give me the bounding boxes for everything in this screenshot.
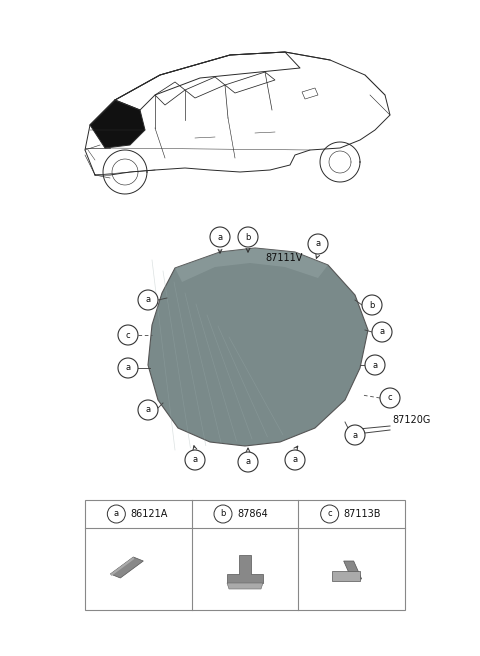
- Text: a: a: [145, 295, 151, 304]
- Polygon shape: [175, 248, 328, 282]
- Text: 87113B: 87113B: [344, 509, 381, 519]
- Text: a: a: [217, 232, 223, 241]
- Polygon shape: [344, 561, 361, 579]
- Polygon shape: [110, 557, 144, 578]
- Text: a: a: [192, 455, 198, 464]
- Circle shape: [210, 227, 230, 247]
- Text: 87120G: 87120G: [392, 415, 431, 425]
- Text: a: a: [315, 239, 321, 249]
- Text: a: a: [125, 363, 131, 373]
- Text: a: a: [245, 457, 251, 466]
- Circle shape: [185, 450, 205, 470]
- Text: b: b: [245, 232, 251, 241]
- Circle shape: [238, 227, 258, 247]
- Text: 87111V: 87111V: [265, 253, 302, 263]
- Text: c: c: [327, 510, 332, 518]
- Text: a: a: [114, 510, 119, 518]
- Circle shape: [138, 290, 158, 310]
- Polygon shape: [90, 100, 145, 148]
- Text: b: b: [220, 510, 226, 518]
- Circle shape: [372, 322, 392, 342]
- Circle shape: [362, 295, 382, 315]
- Polygon shape: [227, 555, 263, 583]
- Circle shape: [214, 505, 232, 523]
- Circle shape: [308, 234, 328, 254]
- Text: c: c: [388, 394, 392, 403]
- Polygon shape: [227, 583, 263, 589]
- Circle shape: [345, 425, 365, 445]
- Circle shape: [138, 400, 158, 420]
- Text: b: b: [369, 300, 375, 310]
- Text: 87864: 87864: [237, 509, 268, 519]
- Polygon shape: [332, 571, 360, 581]
- Text: c: c: [126, 331, 130, 340]
- Circle shape: [118, 325, 138, 345]
- Text: a: a: [372, 361, 378, 369]
- Text: a: a: [292, 455, 298, 464]
- Polygon shape: [110, 557, 134, 576]
- Text: a: a: [145, 405, 151, 415]
- Circle shape: [380, 388, 400, 408]
- Text: 86121A: 86121A: [131, 509, 168, 519]
- Circle shape: [118, 358, 138, 378]
- Circle shape: [285, 450, 305, 470]
- Circle shape: [321, 505, 339, 523]
- Circle shape: [365, 355, 385, 375]
- Polygon shape: [148, 248, 368, 446]
- Circle shape: [108, 505, 125, 523]
- Circle shape: [238, 452, 258, 472]
- Text: a: a: [352, 430, 358, 440]
- Text: a: a: [379, 327, 384, 337]
